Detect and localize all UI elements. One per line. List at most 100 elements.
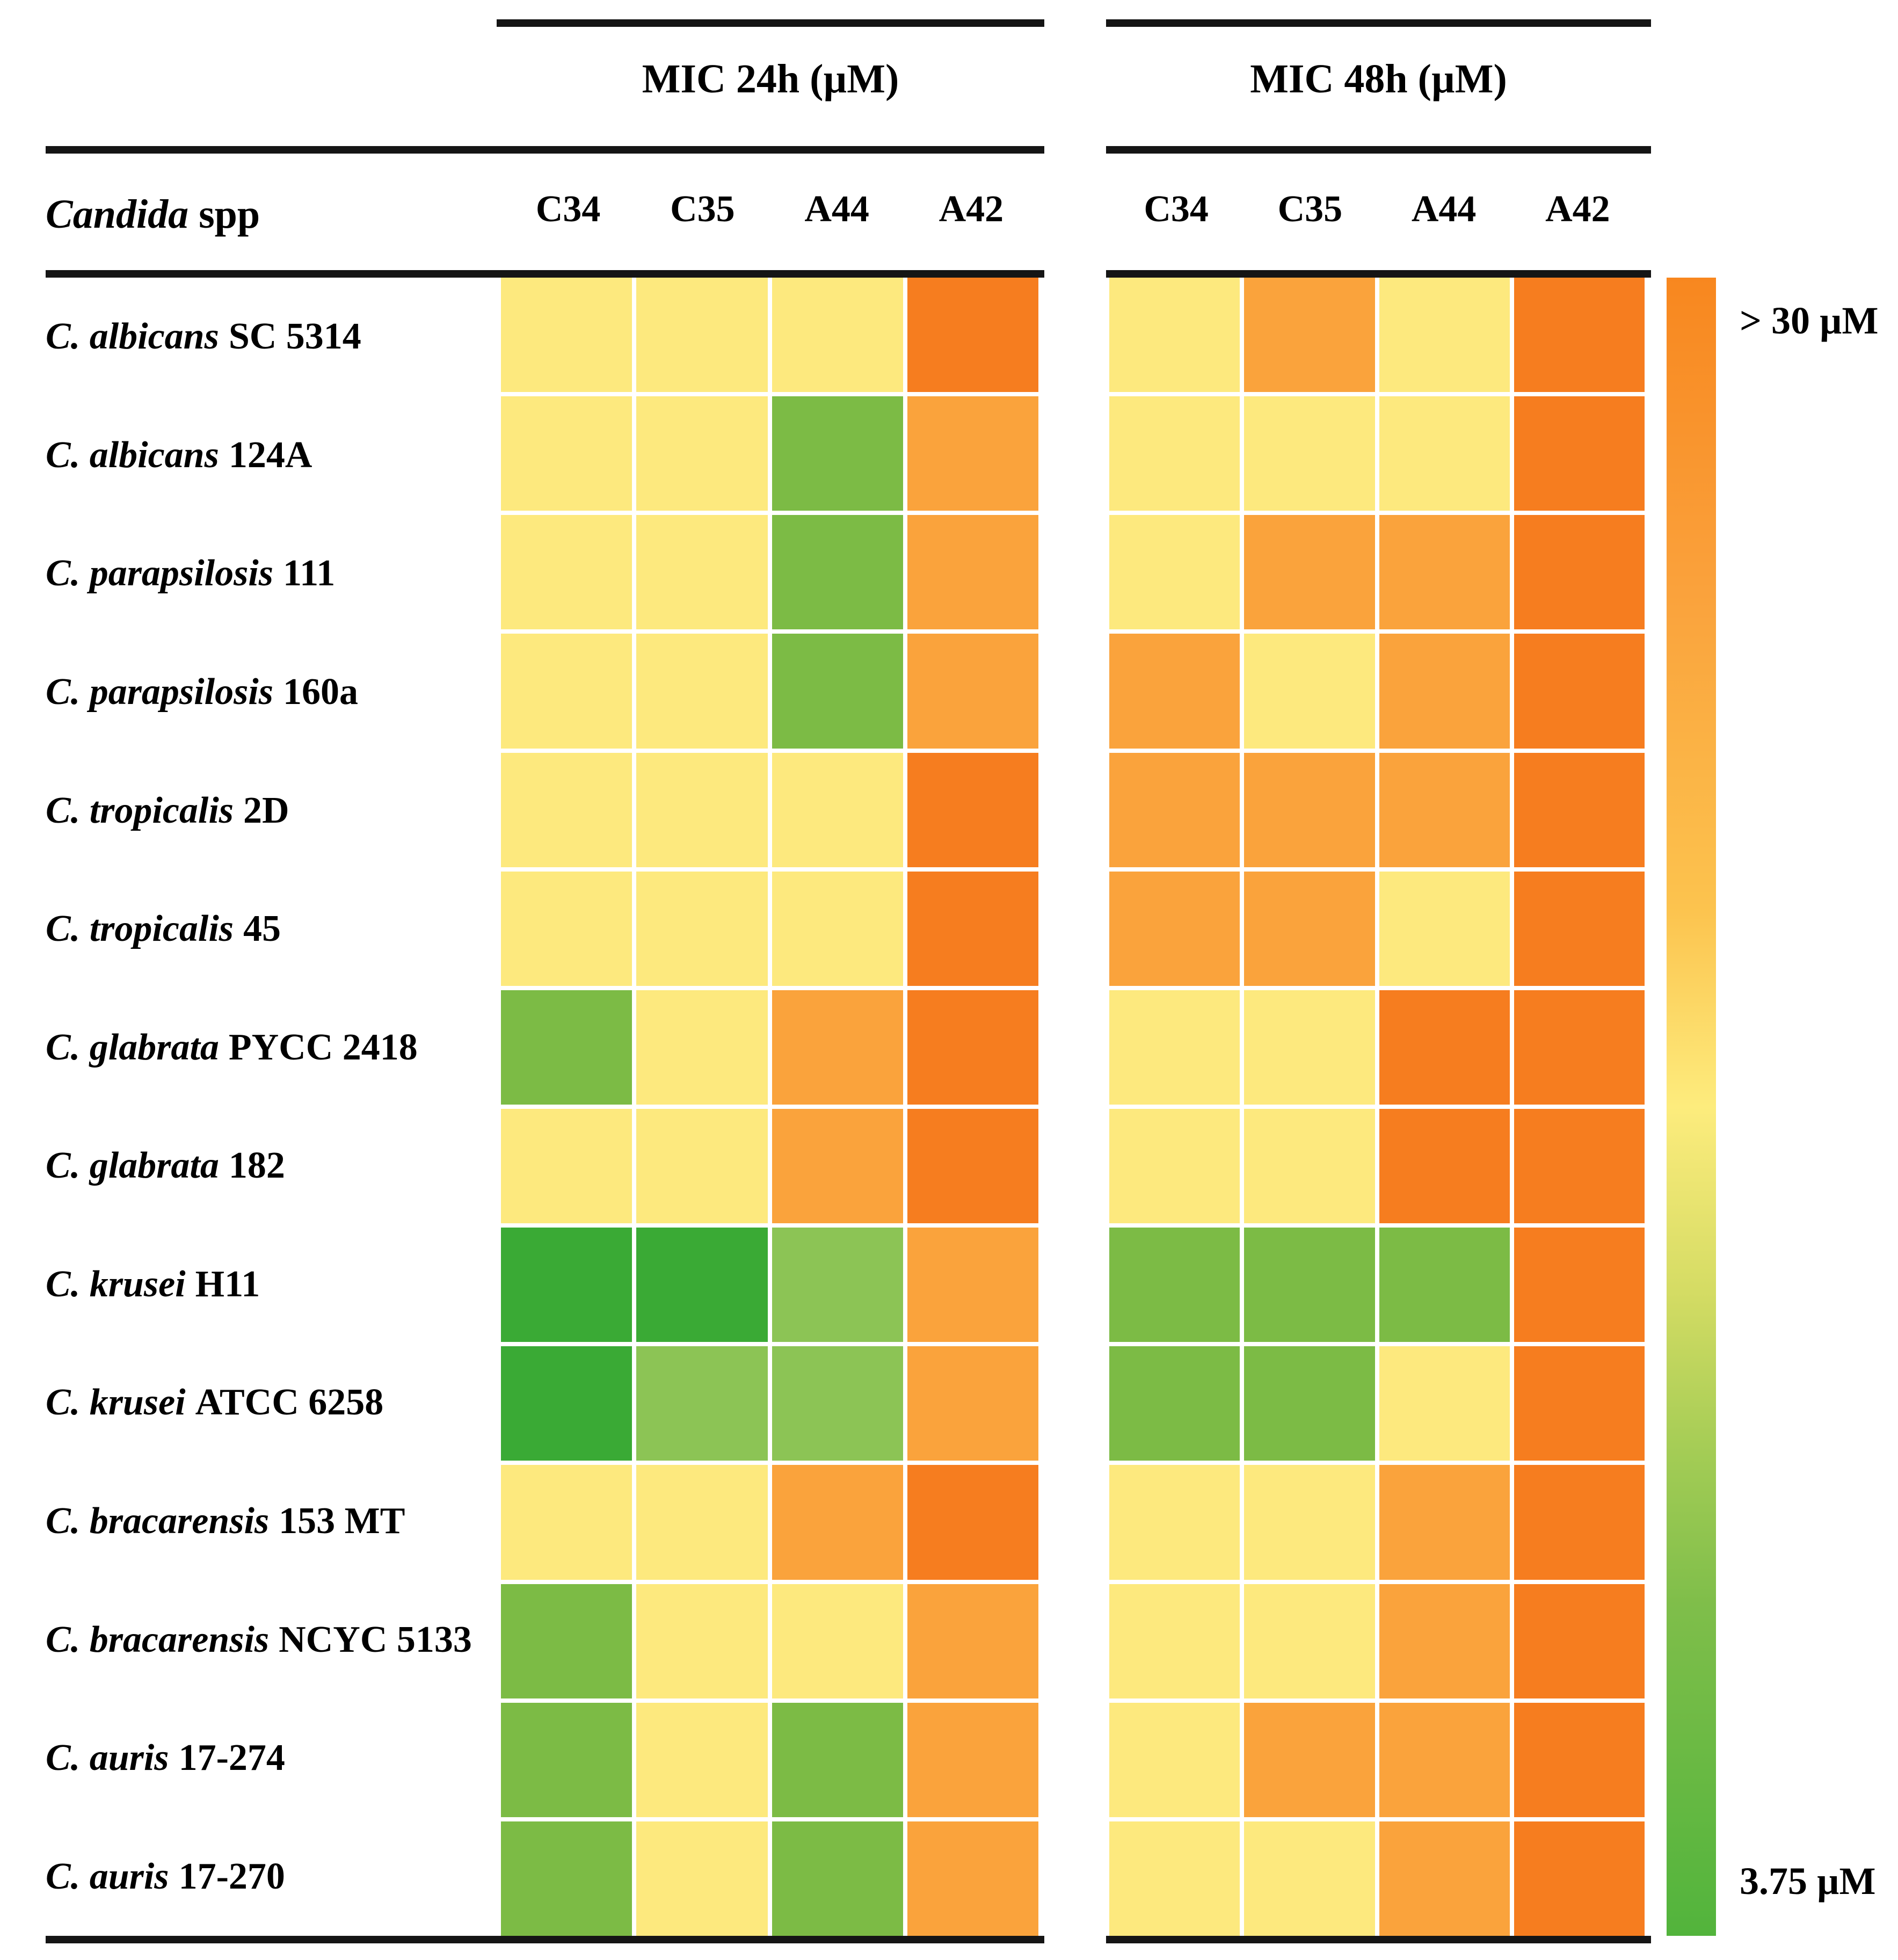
species-label: C. tropicalis 2D [46, 751, 499, 870]
heatmap-cell-green [772, 396, 903, 511]
heatmap-cell-light-orange [907, 1228, 1038, 1342]
heatmap-cell-yellow [1379, 278, 1510, 393]
heatmap-cell-light-orange [1109, 634, 1240, 749]
heatmap-cell-light-orange [1244, 752, 1375, 867]
heatmap-cell-yellow [1109, 1108, 1240, 1224]
species-label: C. tropicalis 45 [46, 870, 499, 989]
heatmap-cell-light-orange [907, 634, 1038, 749]
heatmap-cell-yellow [1109, 1821, 1240, 1936]
heatmap-cell-light-orange [1109, 752, 1240, 867]
species-label: C. auris 17-270 [46, 1817, 499, 1936]
species-label: C. auris 17-274 [46, 1699, 499, 1818]
heatmap-cell-yellow [636, 1108, 768, 1224]
heatmap-cell-light-orange [1379, 752, 1510, 867]
heatmap-cell-yellow [772, 1584, 903, 1698]
heatmap-cell-light-orange [772, 1465, 903, 1580]
heatmap-cell-light-orange [1379, 634, 1510, 749]
heatmap-cell-light-orange [1244, 871, 1375, 986]
legend-gradient-bar [1667, 278, 1716, 1936]
heatmap-cell-dark-orange [1514, 1702, 1645, 1817]
heatmap-cell-dark-green [501, 1346, 632, 1461]
species-name: C. albicans [46, 316, 219, 358]
heatmap-cell-dark-orange [1514, 990, 1645, 1105]
heatmap-cell-dark-orange [1514, 1108, 1645, 1224]
heatmap-cell-yellow [501, 278, 632, 393]
heatmap-cell-dark-orange [907, 1465, 1038, 1580]
species-name: C. glabrata [46, 1026, 219, 1068]
bottom-rule-left [46, 1936, 1044, 1943]
row-header-genus: Candida [46, 192, 189, 237]
species-name: C. krusei [46, 1263, 186, 1305]
heatmap-cell-dark-orange [1514, 1346, 1645, 1461]
header-rule-right [1106, 270, 1651, 278]
strain-id: 2D [243, 789, 289, 831]
heatmap-48h [1109, 278, 1645, 1936]
column-header-a42: A42 [939, 188, 1004, 230]
top-rule-48h [1106, 19, 1651, 27]
strain-id: 182 [228, 1145, 285, 1187]
heatmap-cell-light-orange [1244, 278, 1375, 393]
column-headers-24h: C34 C35 A44 A42 [501, 188, 1038, 231]
heatmap-cell-dark-orange [907, 278, 1038, 393]
species-label: C. bracarensis 153 MT [46, 1462, 499, 1581]
heatmap-cell-light-orange [1379, 1821, 1510, 1936]
column-header-c34: C34 [1144, 188, 1209, 230]
species-name: C. tropicalis [46, 908, 234, 950]
bottom-rule-right [1106, 1936, 1651, 1943]
strain-id: SC 5314 [228, 316, 361, 358]
heatmap-cell-yellow [772, 871, 903, 986]
heatmap-cell-yellow [1244, 1108, 1375, 1224]
heatmap-cell-dark-orange [907, 871, 1038, 986]
top-rule-24h [497, 19, 1044, 27]
heatmap-cell-dark-orange [1514, 752, 1645, 867]
heatmap-cell-yellow [772, 278, 903, 393]
mid-rule-right [1106, 146, 1651, 154]
species-label: C. bracarensis NCYC 5133 [46, 1580, 499, 1699]
species-name: C. tropicalis [46, 789, 234, 831]
species-name: C. krusei [46, 1382, 186, 1424]
heatmap-cell-yellow [1244, 1584, 1375, 1698]
heatmap-cell-yellow [1109, 1465, 1240, 1580]
heatmap-cell-dark-orange [1514, 515, 1645, 630]
heatmap-cell-light-orange [772, 1108, 903, 1224]
species-name: C. bracarensis [46, 1618, 270, 1660]
row-header-suffix: spp [199, 192, 260, 237]
heatmap-cell-yellow [501, 396, 632, 511]
heatmap-cell-light-green [772, 1346, 903, 1461]
species-label: C. glabrata 182 [46, 1107, 499, 1225]
heatmap-cell-dark-orange [907, 1108, 1038, 1224]
heatmap-cell-light-orange [907, 1821, 1038, 1936]
heatmap-cell-yellow [636, 752, 768, 867]
species-label: C. krusei ATCC 6258 [46, 1344, 499, 1462]
heatmap-cell-dark-orange [907, 752, 1038, 867]
heatmap-cell-green [1244, 1228, 1375, 1342]
heatmap-cell-light-orange [907, 1346, 1038, 1461]
heatmap-cell-green [501, 1821, 632, 1936]
heatmap-cell-light-orange [907, 1584, 1038, 1698]
column-header-a42: A42 [1545, 188, 1610, 230]
heatmap-cell-light-orange [1379, 1584, 1510, 1698]
strain-id: 17-270 [178, 1855, 285, 1897]
strain-id: PYCC 2418 [228, 1026, 418, 1068]
species-label: C. albicans SC 5314 [46, 278, 499, 396]
strain-id: 124A [228, 434, 312, 476]
heatmap-cell-green [772, 515, 903, 630]
heatmap-cell-dark-orange [1514, 871, 1645, 986]
species-name: C. auris [46, 1737, 169, 1779]
heatmap-cell-yellow [501, 515, 632, 630]
heatmap-cell-dark-orange [1379, 1108, 1510, 1224]
heatmap-cell-yellow [772, 752, 903, 867]
heatmap-cell-yellow [1109, 515, 1240, 630]
heatmap-cell-yellow [501, 1108, 632, 1224]
heatmap-cell-yellow [501, 752, 632, 867]
heatmap-cell-light-orange [907, 1702, 1038, 1817]
heatmap-cell-light-orange [907, 396, 1038, 511]
header-rule-left [46, 270, 1044, 278]
heatmap-cell-green [1109, 1346, 1240, 1461]
species-name: C. glabrata [46, 1145, 219, 1187]
column-header-a44: A44 [1411, 188, 1477, 230]
heatmap-cell-dark-orange [1514, 634, 1645, 749]
species-name: C. parapsilosis [46, 553, 273, 594]
heatmap-cell-yellow [636, 515, 768, 630]
